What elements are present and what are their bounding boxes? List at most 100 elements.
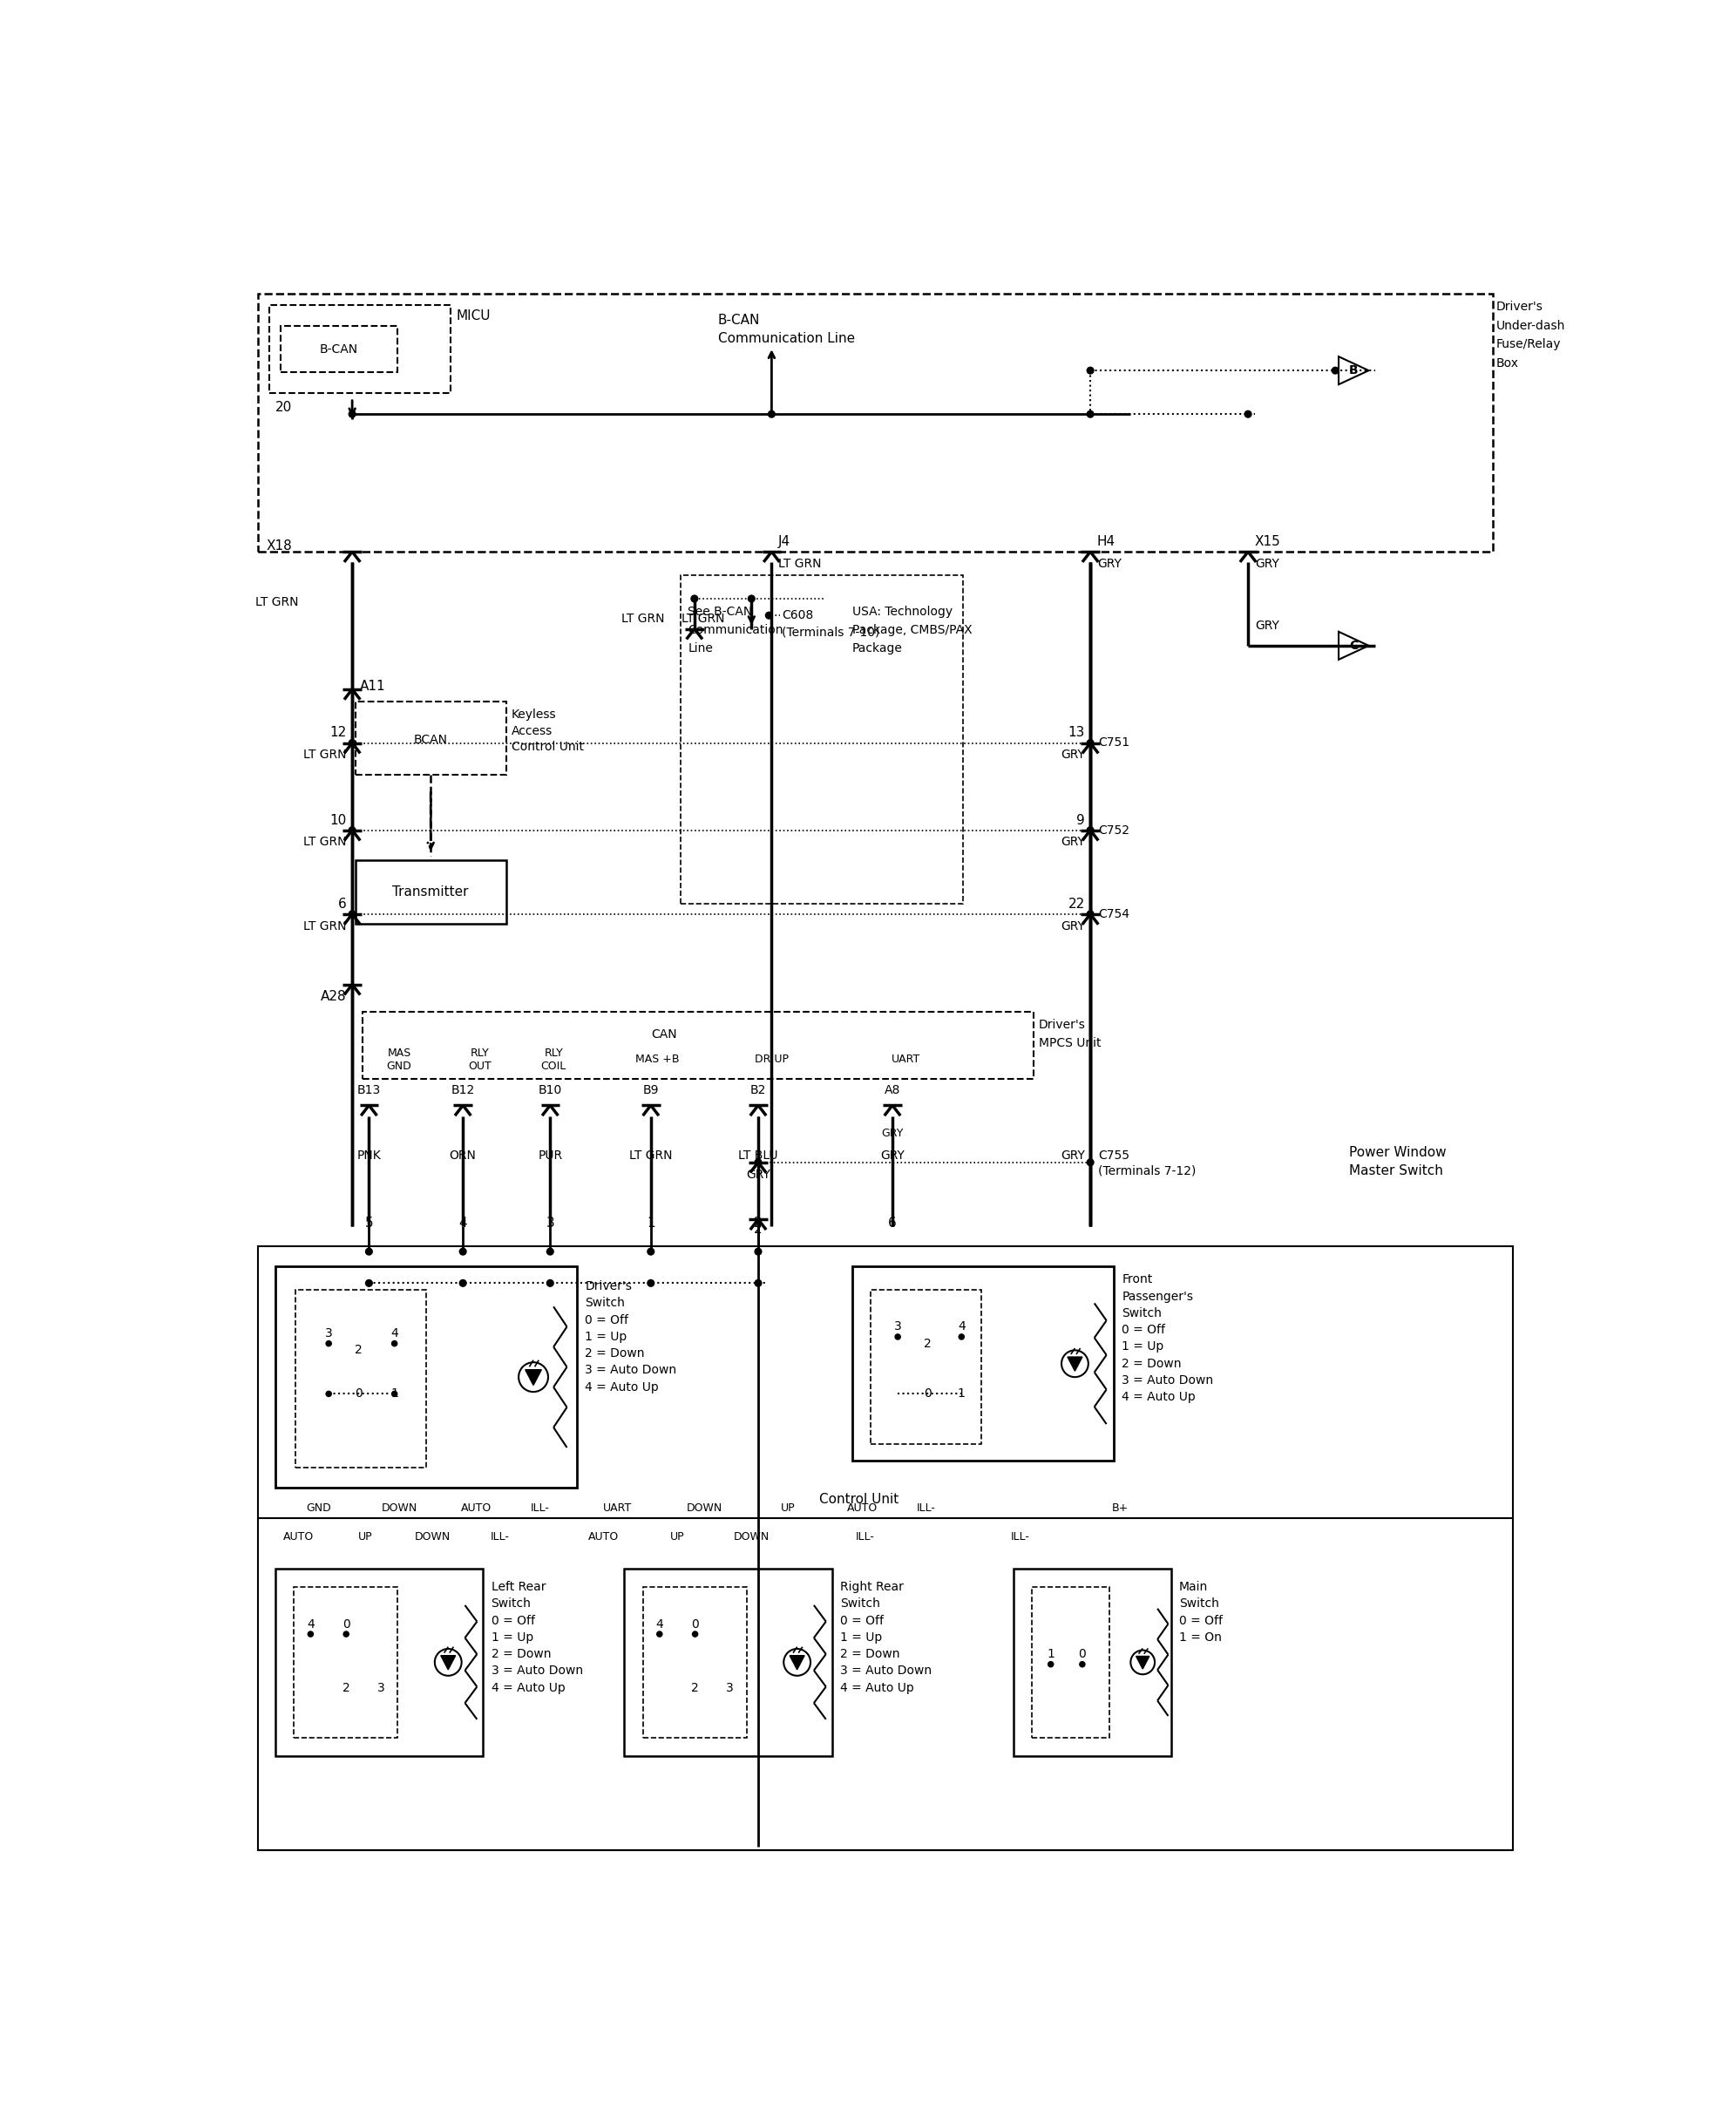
Text: Master Switch: Master Switch [1349, 1164, 1443, 1177]
Text: 6: 6 [339, 898, 347, 911]
Text: ILL-: ILL- [531, 1502, 550, 1514]
Text: Package: Package [852, 643, 903, 654]
Text: LT GRN: LT GRN [621, 614, 665, 624]
Text: ILL-: ILL- [490, 1531, 509, 1542]
Text: C754: C754 [1099, 909, 1130, 920]
Polygon shape [790, 1656, 804, 1670]
Text: GRY: GRY [1097, 557, 1121, 569]
Text: 4: 4 [391, 1327, 398, 1339]
Text: LT GRN: LT GRN [778, 557, 821, 569]
Text: 4: 4 [307, 1618, 314, 1630]
Text: Under-dash: Under-dash [1496, 318, 1566, 331]
Text: DOWN: DOWN [734, 1531, 769, 1542]
Bar [295, 1291, 425, 1468]
Text: LT GRN: LT GRN [628, 1149, 672, 1162]
Text: 0 = Off: 0 = Off [585, 1314, 628, 1327]
Text: GRY: GRY [1255, 557, 1279, 569]
Text: Line: Line [687, 643, 713, 654]
Text: 2: 2 [342, 1681, 351, 1694]
Text: C751: C751 [1099, 736, 1130, 749]
Text: Package, CMBS/PAX: Package, CMBS/PAX [852, 624, 972, 637]
Circle shape [460, 1249, 467, 1255]
Text: 3: 3 [726, 1681, 734, 1694]
Text: MPCS Unit: MPCS Unit [1038, 1038, 1101, 1050]
Text: 2: 2 [753, 1217, 762, 1230]
Text: 2 = Down: 2 = Down [840, 1647, 899, 1660]
Text: 3 = Auto Down: 3 = Auto Down [491, 1664, 583, 1677]
Circle shape [693, 1632, 698, 1637]
Text: UP: UP [358, 1531, 373, 1542]
Text: UP: UP [670, 1531, 686, 1542]
Text: C755: C755 [1099, 1149, 1130, 1162]
Text: 10: 10 [330, 814, 347, 827]
Text: AUTO: AUTO [847, 1502, 877, 1514]
Text: AUTO: AUTO [589, 1531, 620, 1542]
Text: Control Unit: Control Unit [510, 740, 583, 753]
Text: Power Window: Power Window [1349, 1145, 1446, 1158]
Text: Keyless: Keyless [510, 709, 556, 721]
Circle shape [392, 1392, 398, 1396]
Circle shape [547, 1249, 554, 1255]
Circle shape [349, 411, 356, 418]
Text: 12: 12 [330, 725, 347, 740]
Text: 3 = Auto Down: 3 = Auto Down [840, 1664, 932, 1677]
Circle shape [349, 827, 356, 833]
Text: Driver's: Driver's [1038, 1019, 1085, 1031]
Bar [281, 325, 398, 373]
Text: 1 = Up: 1 = Up [585, 1331, 627, 1343]
Text: B: B [1349, 365, 1358, 378]
Text: 0: 0 [356, 1388, 363, 1400]
Circle shape [326, 1341, 332, 1346]
Text: GRY: GRY [1061, 835, 1085, 848]
Circle shape [755, 1249, 762, 1255]
Bar [1014, 1569, 1170, 1757]
Text: LT GRN: LT GRN [304, 920, 347, 932]
Text: 6: 6 [889, 1217, 896, 1230]
Text: RLY
OUT: RLY OUT [469, 1048, 491, 1071]
Text: Right Rear: Right Rear [840, 1582, 903, 1592]
Text: 2: 2 [356, 1343, 363, 1356]
Text: J4: J4 [778, 536, 790, 548]
Circle shape [1087, 411, 1094, 418]
Text: 1 = Up: 1 = Up [491, 1632, 533, 1643]
Text: 4 = Auto Up: 4 = Auto Up [1121, 1392, 1196, 1402]
Circle shape [648, 1249, 654, 1255]
Text: (Terminals 7-10): (Terminals 7-10) [781, 626, 880, 639]
Circle shape [1087, 740, 1094, 747]
Circle shape [1245, 411, 1252, 418]
Text: 2 = Down: 2 = Down [1121, 1358, 1182, 1369]
Circle shape [958, 1335, 963, 1339]
Text: 4 = Auto Up: 4 = Auto Up [491, 1681, 564, 1694]
Circle shape [349, 740, 356, 747]
Text: MAS +B: MAS +B [635, 1054, 679, 1065]
Text: RLY
COIL: RLY COIL [540, 1048, 566, 1071]
Text: B13: B13 [358, 1084, 380, 1097]
Text: B2: B2 [750, 1084, 766, 1097]
Text: GRY: GRY [746, 1168, 771, 1181]
Circle shape [755, 1280, 762, 1286]
Text: 3 = Auto Down: 3 = Auto Down [1121, 1375, 1213, 1386]
Text: Switch: Switch [1179, 1599, 1219, 1609]
Text: Access: Access [510, 725, 552, 736]
Text: 0: 0 [691, 1618, 700, 1630]
Text: Communication Line: Communication Line [719, 333, 854, 346]
Text: 1 = Up: 1 = Up [1121, 1341, 1163, 1354]
Text: Driver's: Driver's [585, 1280, 632, 1293]
Circle shape [656, 1632, 661, 1637]
Text: C608: C608 [781, 610, 812, 622]
Text: 2: 2 [691, 1681, 700, 1694]
Text: 1 = Up: 1 = Up [840, 1632, 882, 1643]
Text: 5: 5 [365, 1217, 373, 1230]
Bar [259, 293, 1493, 553]
Text: MICU: MICU [457, 308, 491, 323]
Text: 2 = Down: 2 = Down [585, 1348, 644, 1360]
Circle shape [547, 1280, 554, 1286]
Text: 3: 3 [377, 1681, 385, 1694]
Text: A28: A28 [321, 989, 347, 1004]
Text: 0 = Off: 0 = Off [1121, 1324, 1165, 1337]
Text: DOWN: DOWN [382, 1502, 417, 1514]
Text: AUTO: AUTO [462, 1502, 491, 1514]
Text: 1: 1 [646, 1217, 654, 1230]
Text: 0 = Off: 0 = Off [1179, 1615, 1222, 1626]
Text: 1: 1 [391, 1388, 398, 1400]
